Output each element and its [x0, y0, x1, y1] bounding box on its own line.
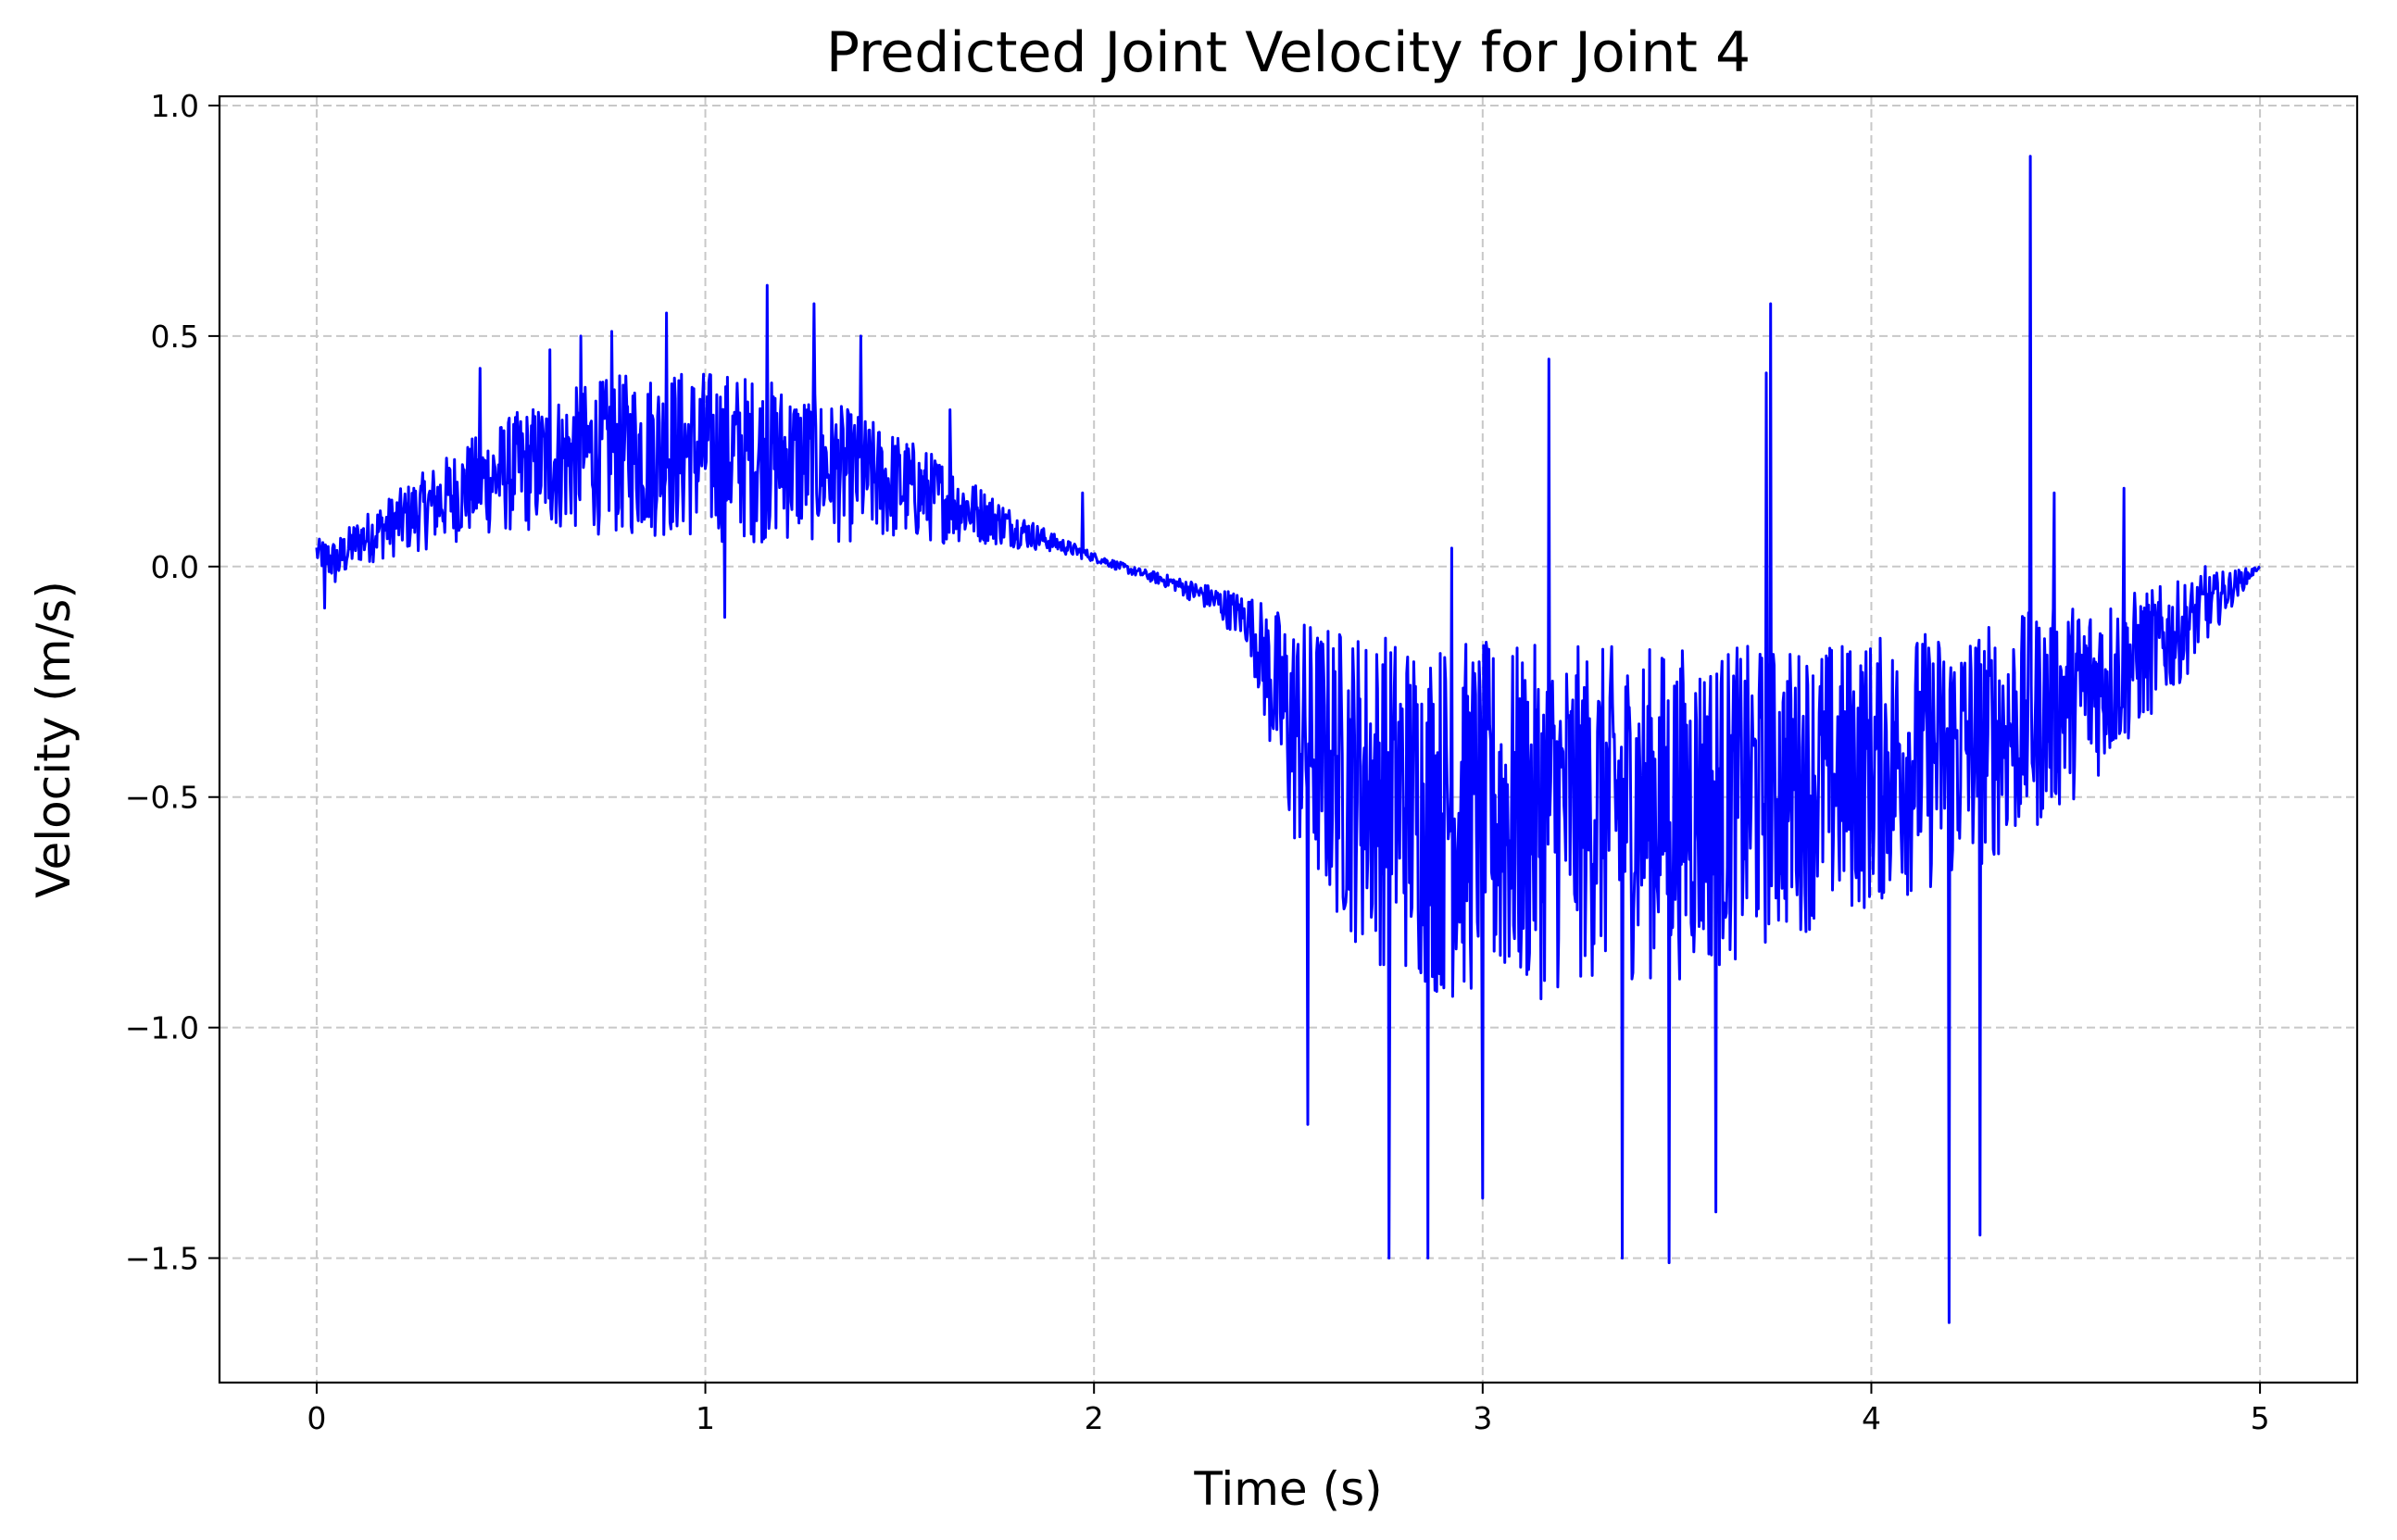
x-tick-label: 1 — [696, 1400, 715, 1436]
series-line-0 — [315, 155, 2261, 1324]
y-tick-label: −0.5 — [125, 780, 199, 816]
x-tick-label: 0 — [307, 1400, 326, 1436]
y-tick-label: −1.5 — [125, 1241, 199, 1277]
chart-title: Predicted Joint Velocity for Joint 4 — [826, 20, 1751, 85]
x-axis: 0 1 2 3 4 5 — [307, 1383, 2270, 1436]
series-layer — [315, 155, 2261, 1324]
y-tick-label: 0.5 — [151, 319, 199, 355]
y-tick-label: −1.0 — [125, 1010, 199, 1046]
x-tick-label: 4 — [1862, 1400, 1881, 1436]
x-tick-label: 2 — [1085, 1400, 1104, 1436]
y-tick-label: 1.0 — [151, 88, 199, 124]
x-axis-label: Time (s) — [1193, 1462, 1382, 1516]
plot-frame — [218, 94, 2359, 1384]
x-tick-label: 3 — [1473, 1400, 1492, 1436]
x-tick-label: 5 — [2251, 1400, 2270, 1436]
y-tick-label: 0.0 — [151, 549, 199, 585]
y-axis-label: Velocity (m/s) — [27, 581, 81, 898]
y-axis: 1.0 0.5 0.0 −0.5 −1.0 −1.5 — [125, 88, 220, 1277]
